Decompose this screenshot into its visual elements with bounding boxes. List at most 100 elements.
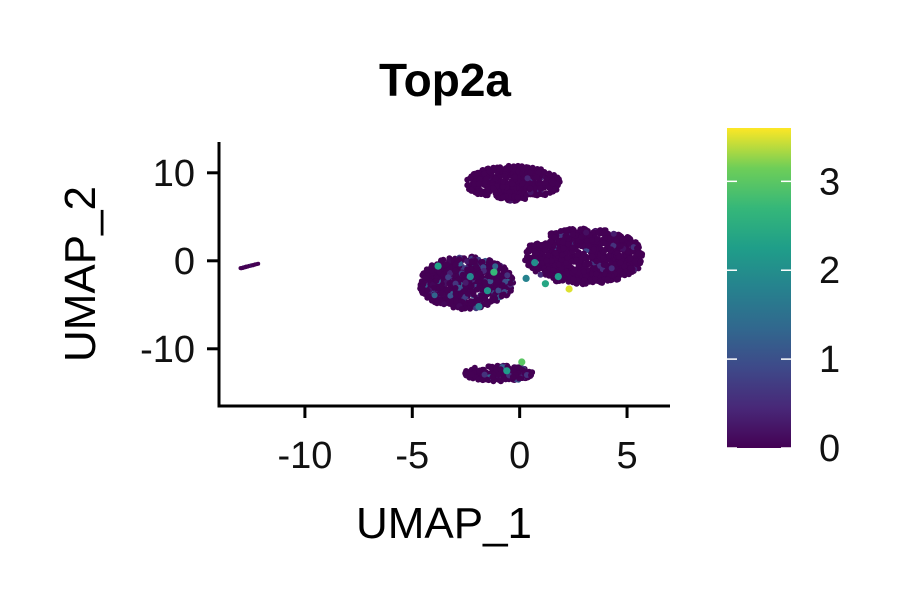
cell-point <box>500 375 507 382</box>
colorbar-ticks: 0 1 2 3 <box>727 161 840 470</box>
high-expression-point <box>490 268 498 276</box>
cell-point <box>601 234 608 241</box>
cell-point <box>504 272 511 279</box>
cell-point <box>245 264 250 269</box>
cell-point <box>465 181 472 188</box>
cell-point <box>527 169 534 176</box>
cell-point <box>541 242 548 248</box>
cell-point <box>571 267 578 274</box>
cell-point <box>569 244 576 251</box>
cell-point <box>458 306 465 313</box>
cell-point <box>599 279 606 286</box>
cell-point <box>438 283 445 290</box>
cell-point <box>563 260 570 266</box>
cell-point <box>586 261 593 267</box>
cell-point <box>558 256 565 263</box>
cell-point <box>507 280 514 287</box>
cell-point <box>619 271 626 278</box>
cell-point <box>501 173 508 180</box>
cell-point <box>605 252 612 259</box>
high-expression-point <box>554 273 562 281</box>
cell-point <box>585 242 592 249</box>
cell-point <box>533 250 540 257</box>
cell-point <box>468 266 475 272</box>
cell-point <box>497 366 504 373</box>
cell-point <box>627 255 634 262</box>
axes <box>217 142 670 408</box>
cell-point <box>464 290 471 297</box>
cell-point <box>419 290 426 296</box>
cell-point <box>551 186 558 193</box>
cell-point <box>453 298 459 305</box>
x-tick-label: -10 <box>277 435 332 477</box>
cell-point <box>487 264 494 271</box>
cell-point <box>523 164 530 171</box>
cell-point <box>561 275 568 282</box>
cell-point <box>627 265 634 271</box>
cell-point <box>535 169 542 176</box>
cell-point <box>484 186 491 193</box>
cell-point <box>471 364 478 371</box>
cell-point <box>600 240 607 247</box>
cell-point <box>583 238 590 245</box>
high-expression-point <box>531 259 539 267</box>
cell-point <box>533 174 540 181</box>
cell-point <box>509 374 516 380</box>
cell-point <box>420 281 427 288</box>
cell-point <box>519 180 526 187</box>
cell-point <box>580 251 587 258</box>
cell-point <box>464 266 471 273</box>
cell-point <box>579 281 586 288</box>
x-tick-label: -5 <box>395 435 429 477</box>
cell-point <box>452 285 459 291</box>
cell-point <box>634 245 640 252</box>
cell-point <box>443 261 450 268</box>
cell-point <box>423 266 430 273</box>
cell-point <box>473 263 480 270</box>
cell-point <box>452 291 459 297</box>
cell-point <box>500 291 507 298</box>
cell-point <box>593 236 600 243</box>
cell-point <box>550 267 557 274</box>
cell-point <box>438 290 445 297</box>
cell-point <box>554 181 561 188</box>
cell-point <box>422 275 429 281</box>
cell-point <box>580 268 587 275</box>
cell-point <box>560 245 567 252</box>
cell-point <box>551 234 558 241</box>
chart-title: Top2a <box>379 54 511 106</box>
cell-point <box>577 226 584 233</box>
cell-point <box>593 258 600 265</box>
high-expression-point <box>434 262 442 270</box>
cell-point <box>553 230 560 236</box>
cell-point <box>433 278 440 284</box>
cell-point <box>578 233 585 240</box>
cell-point <box>468 258 475 265</box>
cell-point <box>495 371 501 378</box>
cell-point <box>604 276 611 283</box>
cell-point <box>601 229 608 236</box>
cell-point <box>482 301 489 308</box>
colorbar: 0 1 2 3 <box>727 128 840 470</box>
cell-point <box>482 295 489 302</box>
cell-point <box>481 371 488 378</box>
cell-point <box>462 370 469 377</box>
cell-point <box>568 258 575 265</box>
cell-point <box>462 279 469 286</box>
high-expression-point <box>522 274 530 282</box>
high-expression-point <box>466 273 474 281</box>
cell-point <box>532 191 538 198</box>
cell-point <box>525 246 532 253</box>
cell-point <box>570 276 577 283</box>
cell-point <box>615 276 622 283</box>
cell-point <box>475 376 482 383</box>
cell-point <box>498 265 505 272</box>
cell-point <box>492 263 499 270</box>
cell-point <box>481 279 488 286</box>
cell-point <box>619 236 626 243</box>
cell-point <box>431 292 438 299</box>
cell-point <box>478 191 485 198</box>
cell-point <box>438 258 444 265</box>
colorbar-tick-label: 2 <box>819 250 840 292</box>
